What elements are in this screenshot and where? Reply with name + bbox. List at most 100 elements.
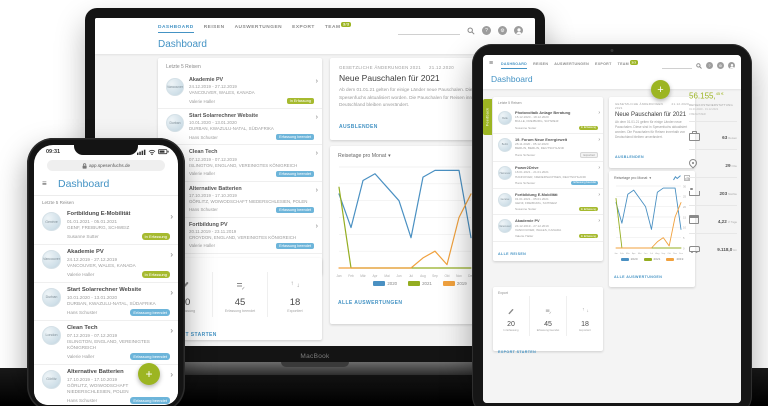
stat-label: In Erfassung — [503, 329, 519, 332]
trip-avatar: Durban — [166, 114, 184, 133]
trip-list-item[interactable]: Genève Fortbildung E-Mobilität 01.01.202… — [493, 189, 603, 216]
help-icon[interactable]: ? — [482, 26, 491, 35]
nav-item[interactable]: AUSWERTUNGEN — [235, 25, 283, 32]
legend-label: 2020 — [630, 257, 638, 261]
nav-item[interactable]: EXPORT — [595, 62, 612, 69]
trip-avatar: Durban — [42, 287, 61, 307]
line-chart-icon[interactable] — [673, 175, 681, 181]
trip-list-item[interactable]: Durban Start Solarrechner Website 10.01.… — [34, 283, 178, 321]
add-trip-fab[interactable]: + — [651, 80, 670, 99]
page-title: Dashboard — [158, 39, 207, 50]
last-trips-heading: Letzte 5 Reisen — [498, 101, 522, 105]
nav-item[interactable]: EXPORT — [292, 25, 315, 32]
trip-list-item[interactable]: Hannover Power2Drive 18.01.2021 - 21.01.… — [493, 162, 603, 189]
battery-icon — [158, 149, 169, 155]
trip-person: Hans Schuster — [67, 397, 98, 403]
settings-gear-icon[interactable]: ⚙ — [717, 62, 724, 69]
export-stat: 18 Exportiert — [268, 272, 322, 317]
add-trip-fab[interactable]: + — [138, 363, 160, 385]
menu-hamburger-icon[interactable]: ≡ — [489, 60, 494, 67]
svg-text:Apr: Apr — [373, 274, 379, 278]
chart-title-dropdown[interactable]: Reisetage pro Monat — [338, 153, 387, 159]
summary-stat-row: 9.118,0km — [689, 232, 737, 261]
legend-label: 2021 — [653, 257, 661, 261]
chart-title-dropdown[interactable]: Reisetage pro Monat — [614, 176, 648, 180]
search-input[interactable] — [398, 26, 460, 35]
all-trips-link[interactable]: ALLE REISEN — [498, 252, 527, 257]
browser-url-bar[interactable]: app.spesenfuchs.de — [47, 160, 165, 171]
nav-item[interactable]: TEAM3/3 — [325, 22, 351, 32]
trip-list-item[interactable]: Vancouver Akademie PV 24.12.2019 - 27.12… — [493, 215, 603, 243]
news-body: Ab dem 01.01.21 gelten für einige Länder… — [615, 120, 688, 140]
trip-location: GENF, FREIBURG, SCHWEIZ — [515, 201, 557, 206]
trip-dates: 24.12.2019 - 27.12.2019 — [67, 256, 118, 262]
trip-person: Valerie Haller — [189, 98, 216, 104]
nav-item[interactable]: DASHBOARD — [501, 62, 528, 69]
svg-text:Jun: Jun — [396, 274, 401, 278]
settings-gear-icon[interactable]: ⚙ — [498, 26, 507, 35]
trip-dates: 10.01.2020 - 13.01.2020 — [67, 294, 118, 300]
nav-item[interactable]: REISEN — [533, 62, 548, 69]
export-stat: 45 Erfassung beendet — [213, 272, 268, 317]
legend-swatch — [666, 257, 675, 261]
trip-list-item[interactable]: Bulle Photovoltaik Anlage Beratung 15.12… — [493, 107, 603, 134]
search-icon[interactable] — [696, 62, 702, 69]
svg-text:Aug: Aug — [420, 274, 426, 278]
legend-swatch — [620, 257, 629, 261]
laptop-app-header: DASHBOARD REISEN AUSWERTUNGEN EXPORT TEA… — [95, 18, 535, 54]
summary-period: 01.01.2020 - 31.12.2021 — [689, 108, 719, 112]
trip-list-item[interactable]: Berlin 19. Forum Neue Energiewelt 28.11.… — [493, 134, 603, 163]
summary-stats: 63Reisen 29Orte 203Nächte — [687, 120, 737, 261]
team-count-badge: 3/3 — [629, 59, 638, 65]
nav-item-label: REISEN — [533, 62, 549, 66]
news-eyebrow: GESETZLICHE ÄNDERUNGEN 2021 — [615, 102, 664, 110]
nav-item[interactable]: REISEN — [204, 25, 225, 32]
trip-status-badge: In Erfassung — [578, 207, 598, 212]
chevron-down-icon[interactable]: ▾ — [649, 176, 652, 180]
tablet-screen: ≡ DASHBOARD REISEN AUSWERTUNGEN EXPORT T… — [483, 55, 741, 403]
legend-item: 2021 — [408, 281, 432, 286]
dismiss-news-link[interactable]: AUSBLENDEN — [615, 154, 644, 159]
summary-value: 203 — [719, 191, 728, 197]
trip-title: Akademie PV — [67, 248, 104, 255]
trip-list-item[interactable]: Durban Start Solarrechner Website 10.01.… — [158, 109, 322, 146]
account-icon[interactable] — [728, 62, 735, 69]
trip-list-item[interactable]: Genève Fortbildung E-Mobilität 01.01.202… — [34, 207, 178, 245]
trip-location: ISLINGTON, ENGLAND, VEREINIGTES KÖNIGREI… — [67, 338, 150, 350]
help-icon[interactable]: ? — [706, 62, 713, 69]
trips-chart-svg: 051015202530JanFebMärAprMaiJunJulAugSepO… — [336, 165, 477, 278]
trip-list-item[interactable]: Vancouver Akademie PV 24.12.2019 - 27.12… — [158, 73, 322, 110]
last-trips-card: Letzte 5 Reisen Vancouver Akademie PV 24… — [158, 58, 322, 275]
account-icon[interactable] — [514, 26, 523, 35]
feedback-tab[interactable]: Feedback — [483, 99, 492, 135]
dismiss-news-link[interactable]: AUSBLENDEN — [339, 123, 378, 130]
trip-list-item[interactable]: London Clean Tech 07.12.2019 - 07.12.201… — [34, 321, 178, 365]
bar-chart-icon[interactable] — [684, 175, 690, 181]
team-count-badge: 3/3 — [341, 22, 351, 27]
search-icon[interactable] — [467, 27, 475, 35]
calendar-icon — [689, 214, 699, 224]
trip-status-badge: In Erfassung — [578, 234, 598, 239]
nav-item[interactable]: DASHBOARD — [158, 25, 194, 33]
menu-hamburger-icon[interactable]: ≡ — [42, 179, 47, 188]
tablet-main-nav: DASHBOARD REISEN AUSWERTUNGEN EXPORT TEA… — [501, 59, 638, 69]
chevron-down-icon[interactable]: ▾ — [388, 153, 391, 159]
trip-title: Photovoltaik Anlage Beratung — [515, 110, 571, 115]
trip-avatar: Genève — [498, 192, 512, 207]
trip-status-badge: In Erfassung — [141, 270, 170, 278]
svg-text:5: 5 — [683, 236, 685, 240]
all-reports-link[interactable]: ALLE AUSWERTUNGEN — [338, 300, 403, 306]
summary-stat-row: 4,22∅ Tage — [689, 204, 737, 233]
total-reimbursement: 56.155,45 € — [689, 91, 724, 101]
trip-status-badge: Erfassung beendet — [130, 308, 170, 316]
trip-list-item[interactable]: Görlitz Alternative Batterien 17.10.2019… — [34, 365, 178, 405]
trip-list-item[interactable]: Vancouver Akademie PV 24.12.2019 - 27.12… — [34, 245, 178, 283]
start-export-link[interactable]: EXPORT STARTEN — [498, 350, 537, 354]
search-input[interactable] — [662, 62, 692, 69]
nav-item[interactable]: AUSWERTUNGEN — [554, 62, 589, 69]
all-reports-link[interactable]: ALLE AUSWERTUNGEN — [614, 275, 663, 279]
svg-text:30: 30 — [683, 184, 686, 188]
start-export-link[interactable]: EXPORT STARTEN — [166, 332, 217, 338]
nav-item-label: DASHBOARD — [158, 25, 194, 30]
